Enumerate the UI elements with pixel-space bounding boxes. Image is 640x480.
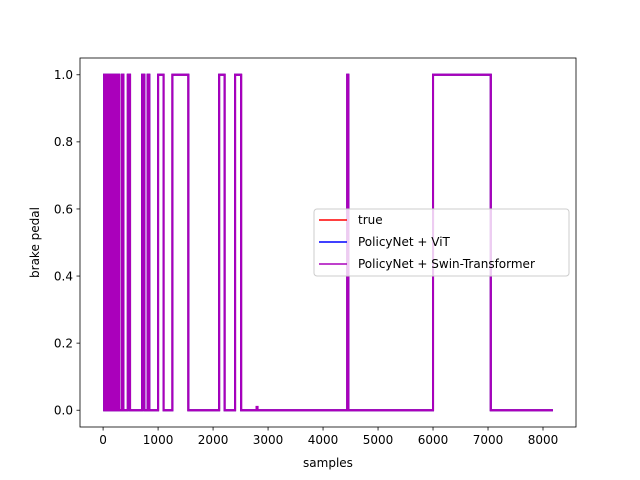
x-tick-label: 6000: [418, 433, 449, 447]
series-line-policynet-swin: [103, 73, 553, 412]
legend: true PolicyNet + ViT PolicyNet + Swin-Tr…: [313, 208, 570, 277]
x-tick-label: 7000: [473, 433, 504, 447]
y-tick-label: 0.4: [54, 269, 73, 283]
plot-frame: [79, 57, 577, 428]
legend-label-policynet-vit: PolicyNet + ViT: [358, 235, 451, 249]
x-tick-label: 8000: [528, 433, 559, 447]
legend-frame: [313, 208, 570, 277]
x-tick-label: 3000: [253, 433, 284, 447]
y-tick-label: 0.8: [54, 135, 73, 149]
series-layer: [103, 73, 553, 412]
x-tick-label: 2000: [198, 433, 229, 447]
x-tick-label: 1000: [143, 433, 174, 447]
y-axis-title: brake pedal: [28, 207, 42, 278]
y-tick-label: 0.6: [54, 202, 73, 216]
y-tick-label: 0.2: [54, 336, 73, 350]
x-tick-label: 5000: [363, 433, 394, 447]
y-tick-label: 1.0: [54, 68, 73, 82]
y-tick-label: 0.0: [54, 404, 73, 418]
legend-label-true: true: [358, 213, 383, 227]
x-tick-label: 4000: [308, 433, 339, 447]
ticks-layer: 0 1000 2000 3000 4000 5000 6000 7000 8000 0.0 0.2 0…: [54, 68, 558, 447]
legend-label-policynet-swin: PolicyNet + Swin-Transformer: [358, 257, 535, 271]
x-tick-label: 0: [99, 433, 107, 447]
x-axis-title: samples: [303, 456, 353, 470]
